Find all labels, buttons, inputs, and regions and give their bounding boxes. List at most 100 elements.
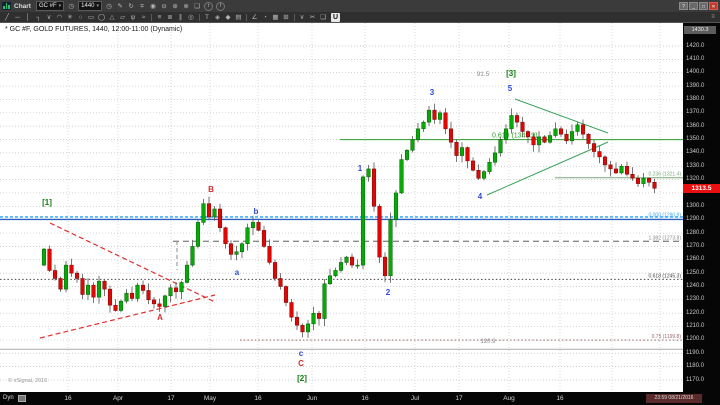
time-axis-mode[interactable]: Dyn	[3, 395, 14, 401]
session-clock-icon[interactable]: ◷	[106, 2, 112, 10]
horizontal-line-tool[interactable]: ─	[15, 13, 20, 21]
ray-tool[interactable]: ┐	[36, 13, 41, 21]
interval-input[interactable]: 1440 ▾	[78, 1, 103, 11]
price-axis-label: 1220.0	[686, 309, 705, 316]
underline-button[interactable]: U	[331, 12, 340, 22]
marker-tool[interactable]: ◆	[225, 13, 231, 21]
brush-tool[interactable]: ✳	[67, 13, 73, 21]
vertical-line-tool[interactable]: │	[25, 13, 31, 21]
rectangle-tool[interactable]: ▭	[87, 13, 95, 21]
price-axis-label: 1270.0	[686, 242, 705, 249]
candle-up	[305, 323, 311, 333]
fib-label: 0.618 (1349.9)	[492, 133, 538, 140]
fib-label: 1.382 (1273.8)	[648, 235, 681, 241]
candle-down	[646, 178, 652, 183]
close-button[interactable]: ✕	[709, 2, 718, 10]
trendline-tool[interactable]: ╱	[5, 13, 9, 21]
grid-tool[interactable]: ▦	[272, 13, 279, 21]
candle-down	[454, 141, 459, 156]
clock-icon[interactable]: ◷	[68, 2, 74, 10]
attach-icon[interactable]: ✂	[309, 13, 316, 21]
fib-circle-tool[interactable]: ◎	[188, 13, 194, 21]
symbol-input[interactable]: GC #F ▾	[35, 1, 65, 11]
price-axis-label: 1320.0	[686, 176, 705, 183]
price-chart[interactable]: 0.618 (1349.9) 0.236 (1321.4) 0.000 (1290.…	[0, 23, 683, 392]
fib-timezone-tool[interactable]: ∥	[178, 13, 183, 21]
zoom-in-icon[interactable]: ⊕	[172, 2, 178, 10]
zoom-out-icon[interactable]: ⊖	[161, 2, 167, 10]
cycle-tool[interactable]: ◔	[263, 13, 267, 21]
wave-label: 5	[508, 84, 513, 93]
panel-menu-icon[interactable]: ≡	[711, 13, 715, 20]
refresh-icon[interactable]: ↻	[128, 2, 134, 10]
help-button[interactable]: ?	[679, 2, 688, 10]
candle-up	[575, 124, 580, 132]
candle-up	[239, 243, 245, 252]
price-axis-label: 1300.0	[686, 202, 705, 209]
channel-tool[interactable]: ▱	[120, 13, 125, 21]
green-upper-wedge-line[interactable]	[514, 98, 609, 134]
polyline-tool[interactable]: ∨	[46, 13, 52, 21]
candle-up	[85, 284, 91, 295]
comment-icon[interactable]: ❏	[320, 13, 326, 21]
triangle-tool[interactable]: △	[109, 13, 115, 21]
candle-up	[118, 300, 124, 311]
pitchfork-tool[interactable]: ψ	[130, 13, 136, 21]
pattern-tool[interactable]: ⊞	[283, 13, 289, 21]
arc-tool[interactable]: ◠	[56, 13, 63, 21]
twitter-icon[interactable]: t	[204, 1, 214, 11]
price-axis-label: 1390.0	[686, 82, 705, 89]
fib-extension-tool[interactable]: ≣	[167, 13, 173, 21]
red-ascending-trendline[interactable]	[39, 294, 216, 339]
chart-plot-area[interactable]: * GC #F, GOLD FUTURES, 1440, 12:00-11:00…	[0, 23, 683, 392]
candle-down	[432, 109, 437, 120]
candle-down	[129, 292, 135, 299]
candle-up	[569, 131, 575, 142]
candle-down	[107, 288, 113, 306]
green-lower-wedge-line[interactable]	[486, 141, 609, 196]
red-descending-trendline[interactable]	[49, 222, 216, 303]
time-axis[interactable]: Dyn 16 Apr 17 May 16 Jun 16 Jul 17 Aug 16 23:59 08…	[0, 392, 720, 405]
chart-window-icon	[2, 2, 11, 10]
chart-legend: * GC #F, GOLD FUTURES, 1440, 12:00-11:00…	[5, 26, 183, 33]
quote-icon[interactable]: ❏	[194, 2, 200, 10]
candle-up	[393, 192, 399, 220]
callout-tool[interactable]: ◈	[215, 13, 220, 21]
time-axis-label: Jul	[410, 395, 420, 402]
time-axis-label: Aug	[503, 395, 515, 402]
note-tool[interactable]: ▤	[235, 13, 242, 21]
candle-down	[80, 278, 85, 295]
time-axis-label: May	[203, 395, 217, 402]
toolbar-divider	[151, 13, 152, 21]
candle-up	[41, 248, 47, 266]
maximize-button[interactable]: □	[699, 2, 708, 10]
copyright-text: © eSignal, 2016	[8, 377, 47, 384]
wave-label: b	[254, 207, 259, 216]
candle-down	[613, 168, 619, 174]
wave-label: 91.5	[477, 71, 490, 78]
fib-retracement-tool[interactable]: ≡	[157, 13, 162, 21]
candle-down	[470, 160, 476, 171]
calendar-grid-icon[interactable]	[18, 395, 26, 402]
link-icon[interactable]: ⊗	[183, 2, 189, 10]
candle-up	[250, 222, 256, 228]
minimize-button[interactable]: _	[689, 2, 698, 10]
pencil-icon[interactable]: ✎	[117, 2, 123, 10]
candle-up	[184, 264, 190, 283]
angle-tool[interactable]: ∠	[251, 13, 258, 21]
candle-down	[443, 112, 448, 130]
ellipse-tool[interactable]: ◯	[97, 13, 106, 21]
price-axis[interactable]: 1430.3 1420.0 1410.0 1400.0 1390.0 1380.0 137…	[683, 23, 720, 405]
snapshot-icon[interactable]: ⌗	[140, 2, 144, 10]
circle-tool[interactable]: ○	[78, 13, 83, 21]
toolbar-divider	[198, 13, 200, 21]
candle-up	[366, 168, 371, 178]
candle-up	[311, 312, 316, 325]
candle-down	[652, 182, 657, 189]
wave-tool[interactable]: ≈	[141, 13, 146, 21]
expand-tools-icon[interactable]: ∨	[299, 13, 305, 21]
text-tool[interactable]: T	[205, 13, 209, 21]
info-icon[interactable]: ◉	[150, 2, 156, 10]
price-axis-label: 1420.0	[686, 42, 705, 49]
facebook-icon[interactable]: f	[216, 1, 226, 11]
